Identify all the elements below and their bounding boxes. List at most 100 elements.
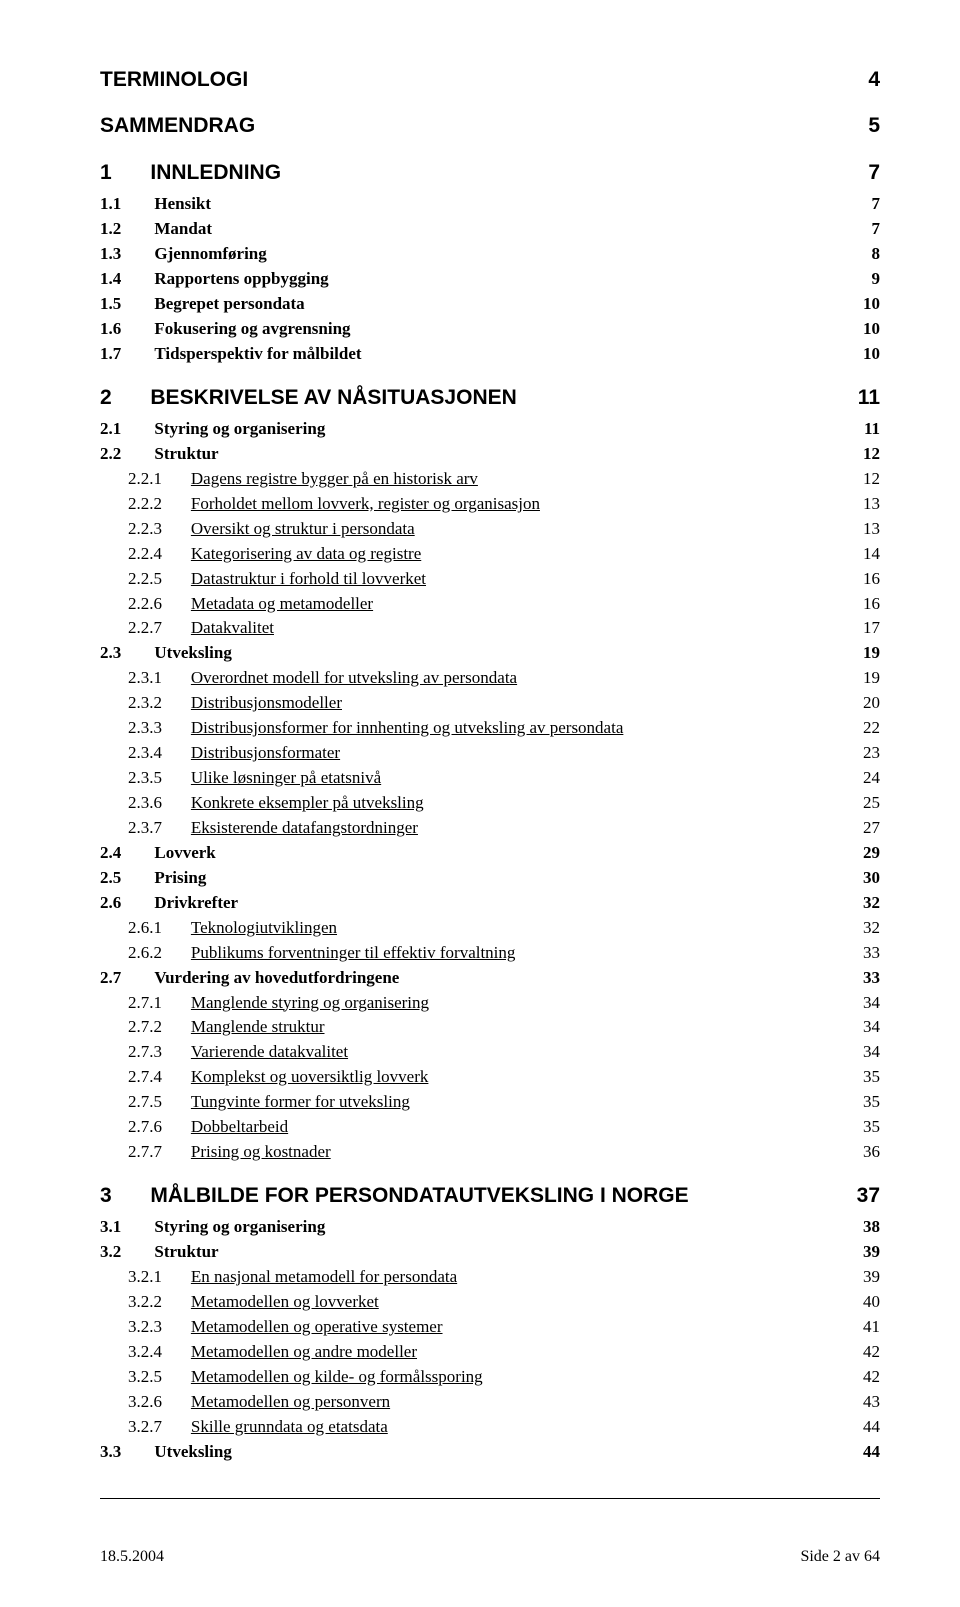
toc-number: 2.2.6 xyxy=(128,593,182,616)
table-of-contents: TERMINOLOGI4 SAMMENDRAG5 1INNLEDNING7 1.1He… xyxy=(100,66,880,1464)
toc-label: Metadata og metamodeller xyxy=(182,593,373,616)
toc-entry[interactable]: 1.1Hensikt7 xyxy=(100,193,880,216)
toc-label: Datastruktur i forhold til lovverket xyxy=(182,568,426,591)
toc-label: Vurdering av hovedutfordringene xyxy=(144,967,399,990)
toc-entry[interactable]: 1.3Gjennomføring8 xyxy=(100,243,880,266)
toc-entry[interactable]: 3MÅLBILDE FOR PERSONDATAUTVEKSLING I NOR… xyxy=(100,1182,880,1210)
toc-label: SAMMENDRAG xyxy=(100,112,255,140)
toc-entry[interactable]: 2.7.2Manglende struktur34 xyxy=(128,1016,880,1039)
toc-entry[interactable]: 2.2.1Dagens registre bygger på en histor… xyxy=(128,468,880,491)
toc-entry[interactable]: 2.6.2Publikums forventninger til effekti… xyxy=(128,942,880,965)
toc-entry[interactable]: 2.2.3Oversikt og struktur i persondata13 xyxy=(128,518,880,541)
toc-entry[interactable]: 2.2.5Datastruktur i forhold til lovverke… xyxy=(128,568,880,591)
toc-entry[interactable]: 2.7.1Manglende styring og organisering34 xyxy=(128,992,880,1015)
toc-entry[interactable]: 2.6.1Teknologiutviklingen32 xyxy=(128,917,880,940)
toc-number: 2.7.4 xyxy=(128,1066,182,1089)
toc-entry[interactable]: 2.7.3Varierende datakvalitet34 xyxy=(128,1041,880,1064)
toc-entry[interactable]: 2.3.7Eksisterende datafangstordninger27 xyxy=(128,817,880,840)
toc-number: 3.2.2 xyxy=(128,1291,182,1314)
toc-label: Tidsperspektiv for målbildet xyxy=(144,343,361,366)
toc-number: 3.1 xyxy=(100,1216,144,1239)
toc-entry[interactable]: 3.2.6Metamodellen og personvern43 xyxy=(128,1391,880,1414)
toc-page: 42 xyxy=(843,1366,880,1389)
toc-label: Styring og organisering xyxy=(144,418,325,441)
toc-number: 1.5 xyxy=(100,293,144,316)
toc-page: 9 xyxy=(843,268,880,291)
toc-number: 2.7.6 xyxy=(128,1116,182,1139)
toc-label: Metamodellen og kilde- og formålssporing xyxy=(182,1366,482,1389)
toc-entry[interactable]: 2.2Struktur12 xyxy=(100,443,880,466)
toc-number: 3.2.6 xyxy=(128,1391,182,1414)
toc-entry[interactable]: 2.2.6Metadata og metamodeller16 xyxy=(128,593,880,616)
toc-entry[interactable]: 2BESKRIVELSE AV NÅSITUASJONEN11 xyxy=(100,384,880,412)
toc-page: 42 xyxy=(843,1341,880,1364)
toc-entry[interactable]: 2.2.2Forholdet mellom lovverk, register … xyxy=(128,493,880,516)
toc-entry[interactable]: 2.3.2Distribusjonsmodeller20 xyxy=(128,692,880,715)
toc-entry[interactable]: 3.1Styring og organisering38 xyxy=(100,1216,880,1239)
toc-entry[interactable]: 2.3.3Distribusjonsformer for innhenting … xyxy=(128,717,880,740)
toc-entry[interactable]: 1.2Mandat7 xyxy=(100,218,880,241)
toc-page: 22 xyxy=(843,717,880,740)
toc-entry[interactable]: 2.1Styring og organisering11 xyxy=(100,418,880,441)
toc-entry[interactable]: 1.7Tidsperspektiv for målbildet10 xyxy=(100,343,880,366)
toc-page: 33 xyxy=(843,942,880,965)
toc-entry[interactable]: 3.2.3Metamodellen og operative systemer4… xyxy=(128,1316,880,1339)
toc-entry[interactable]: 2.3.4Distribusjonsformater23 xyxy=(128,742,880,765)
toc-entry[interactable]: TERMINOLOGI4 xyxy=(100,66,880,94)
toc-entry[interactable]: 2.4Lovverk29 xyxy=(100,842,880,865)
toc-entry[interactable]: 2.2.4Kategorisering av data og registre1… xyxy=(128,543,880,566)
toc-page: 12 xyxy=(843,443,880,466)
toc-number: 2.7 xyxy=(100,967,144,990)
toc-label: Teknologiutviklingen xyxy=(182,917,337,940)
toc-entry[interactable]: SAMMENDRAG5 xyxy=(100,112,880,140)
toc-page: 44 xyxy=(843,1416,880,1439)
toc-entry[interactable]: 3.2.7Skille grunndata og etatsdata44 xyxy=(128,1416,880,1439)
toc-number: 2.6.2 xyxy=(128,942,182,965)
toc-page: 20 xyxy=(843,692,880,715)
toc-label: Skille grunndata og etatsdata xyxy=(182,1416,387,1439)
toc-page: 7 xyxy=(843,218,880,241)
toc-number: 1.2 xyxy=(100,218,144,241)
toc-page: 32 xyxy=(843,917,880,940)
toc-page: 11 xyxy=(843,418,880,441)
toc-entry[interactable]: 1.6Fokusering og avgrensning10 xyxy=(100,318,880,341)
toc-entry[interactable]: 2.2.7Datakvalitet17 xyxy=(128,617,880,640)
toc-entry[interactable]: 3.3Utveksling44 xyxy=(100,1441,880,1464)
toc-entry[interactable]: 2.7.4Komplekst og uoversiktlig lovverk35 xyxy=(128,1066,880,1089)
toc-number: 1.3 xyxy=(100,243,144,266)
toc-label: Fokusering og avgrensning xyxy=(144,318,350,341)
toc-number: 2.7.1 xyxy=(128,992,182,1015)
toc-entry[interactable]: 3.2.1En nasjonal metamodell for personda… xyxy=(128,1266,880,1289)
toc-label: Rapportens oppbygging xyxy=(144,268,329,291)
toc-entry[interactable]: 1.4Rapportens oppbygging9 xyxy=(100,268,880,291)
toc-entry[interactable]: 2.3.5Ulike løsninger på etatsnivå24 xyxy=(128,767,880,790)
toc-number: 2.3.7 xyxy=(128,817,182,840)
toc-label: Distribusjonsmodeller xyxy=(182,692,342,715)
toc-entry[interactable]: 1.5Begrepet persondata10 xyxy=(100,293,880,316)
toc-label: Eksisterende datafangstordninger xyxy=(182,817,418,840)
toc-number: 2.2.7 xyxy=(128,617,182,640)
toc-page: 39 xyxy=(843,1241,880,1264)
toc-entry[interactable]: 2.7.6Dobbeltarbeid35 xyxy=(128,1116,880,1139)
toc-entry[interactable]: 2.6Drivkrefter32 xyxy=(100,892,880,915)
toc-entry[interactable]: 2.5Prising30 xyxy=(100,867,880,890)
toc-entry[interactable]: 1INNLEDNING7 xyxy=(100,159,880,187)
toc-number: 1.7 xyxy=(100,343,144,366)
toc-entry[interactable]: 3.2.5Metamodellen og kilde- og formålssp… xyxy=(128,1366,880,1389)
toc-label: Konkrete eksempler på utveksling xyxy=(182,792,423,815)
toc-page: 12 xyxy=(843,468,880,491)
toc-page: 38 xyxy=(843,1216,880,1239)
toc-label: Tungvinte former for utveksling xyxy=(182,1091,409,1114)
toc-number: 2 xyxy=(100,384,138,412)
toc-label: En nasjonal metamodell for persondata xyxy=(182,1266,457,1289)
toc-entry[interactable]: 3.2Struktur39 xyxy=(100,1241,880,1264)
toc-entry[interactable]: 3.2.2Metamodellen og lovverket40 xyxy=(128,1291,880,1314)
toc-page: 40 xyxy=(843,1291,880,1314)
toc-entry[interactable]: 2.7.7Prising og kostnader36 xyxy=(128,1141,880,1164)
toc-entry[interactable]: 2.3.1Overordnet modell for utveksling av… xyxy=(128,667,880,690)
toc-entry[interactable]: 2.7.5Tungvinte former for utveksling35 xyxy=(128,1091,880,1114)
toc-entry[interactable]: 2.7Vurdering av hovedutfordringene33 xyxy=(100,967,880,990)
toc-entry[interactable]: 2.3Utveksling19 xyxy=(100,642,880,665)
toc-entry[interactable]: 2.3.6Konkrete eksempler på utveksling25 xyxy=(128,792,880,815)
toc-entry[interactable]: 3.2.4Metamodellen og andre modeller42 xyxy=(128,1341,880,1364)
